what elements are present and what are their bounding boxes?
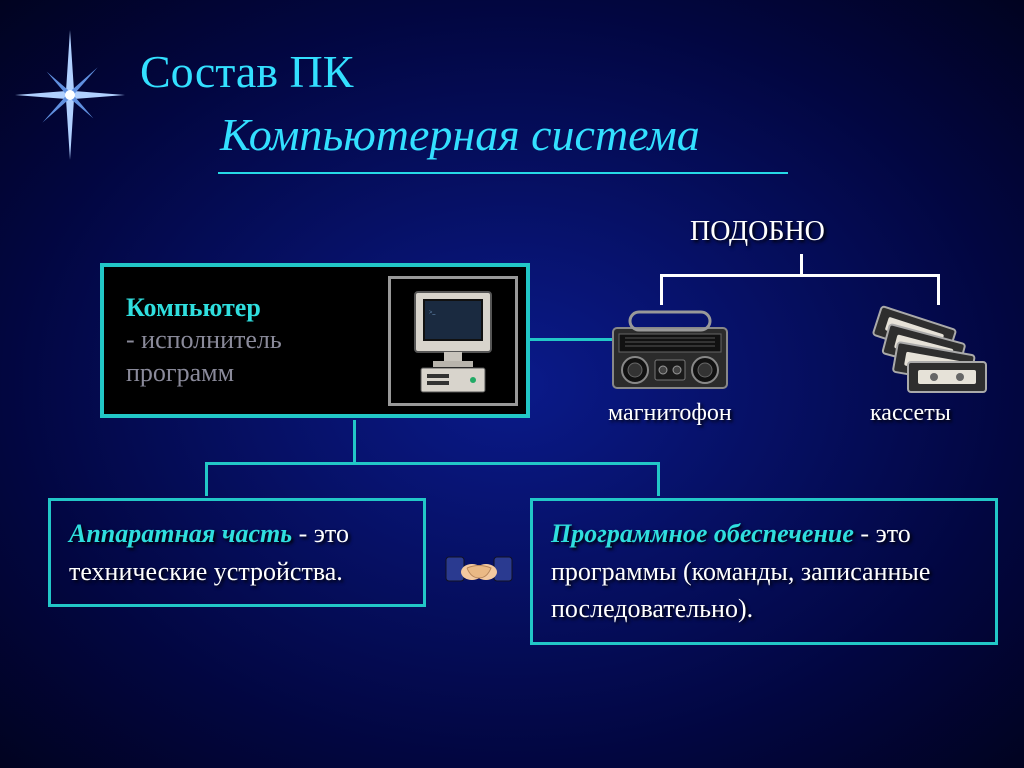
handshake-icon <box>442 545 516 608</box>
title-line-1: Состав ПК <box>140 45 353 98</box>
cassettes-label: кассеты <box>870 400 951 427</box>
bottom-bracket <box>205 462 660 502</box>
boombox-icon <box>605 308 735 403</box>
hardware-term: Аппаратная часть <box>69 519 292 548</box>
hardware-box: Аппаратная часть - это технические устро… <box>48 498 426 607</box>
software-box: Программное обеспечение - это программы … <box>530 498 998 645</box>
title-underline <box>218 172 788 174</box>
star-icon <box>10 20 130 170</box>
computer-definition: - исполнитель программ <box>126 325 282 387</box>
software-term: Программное обеспечение <box>551 519 854 548</box>
computer-text: Компьютер - исполнитель программ <box>112 292 388 390</box>
analogy-connector-stem <box>800 254 803 276</box>
boombox-label: магнитофон <box>608 400 732 427</box>
computer-term: Компьютер <box>126 293 261 322</box>
computer-definition-box: Компьютер - исполнитель программ >_ <box>100 263 530 418</box>
cassettes-icon <box>870 304 1010 409</box>
analogy-label: ПОДОБНО <box>690 216 825 248</box>
svg-text:>_: >_ <box>429 310 436 316</box>
computer-icon: >_ <box>388 276 518 406</box>
title-line-2: Компьютерная система <box>220 108 700 161</box>
